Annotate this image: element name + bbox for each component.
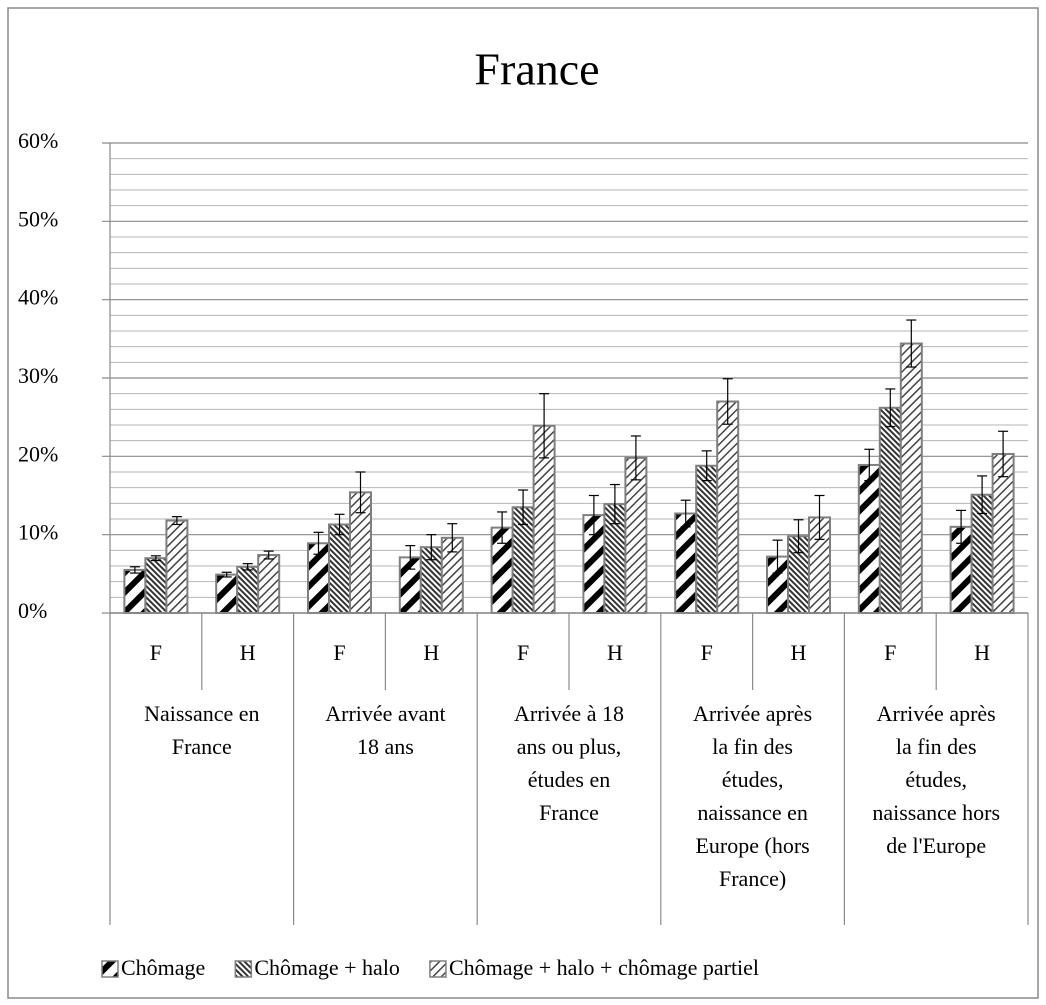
group-label: ans ou plus, — [517, 734, 622, 759]
bar — [857, 463, 881, 615]
x-tick-label: H — [974, 640, 990, 665]
y-tick-label: 50% — [18, 206, 58, 231]
bar — [624, 456, 648, 614]
x-tick-label: H — [607, 640, 623, 665]
group-label: la fin des — [712, 734, 793, 759]
bar — [991, 452, 1015, 614]
bar — [165, 519, 189, 614]
group-label: naissance hors — [872, 800, 1000, 825]
y-tick-label: 0% — [18, 598, 47, 623]
legend-swatch — [101, 960, 119, 978]
group-label: Arrivée après — [693, 701, 812, 726]
bar — [236, 565, 260, 614]
x-tick-label: F — [517, 640, 529, 665]
group-label: France) — [719, 866, 786, 891]
y-tick-label: 40% — [18, 285, 58, 310]
x-tick-label: H — [240, 640, 256, 665]
group-label: la fin des — [896, 734, 977, 759]
bar — [144, 557, 168, 615]
group-label: études en — [528, 767, 610, 792]
legend-swatch — [429, 960, 447, 978]
group-label: naissance en — [697, 800, 808, 825]
x-tick-label: H — [791, 640, 807, 665]
group-label: Arrivée à 18 — [514, 701, 624, 726]
x-tick-label: H — [423, 640, 439, 665]
x-tick-label: F — [701, 640, 713, 665]
group-label: de l'Europe — [886, 833, 986, 858]
bar — [878, 406, 902, 614]
y-tick-label: 10% — [18, 520, 58, 545]
bar — [695, 464, 719, 614]
x-tick-label: F — [150, 640, 162, 665]
group-label: études, — [722, 767, 784, 792]
x-tick-label: F — [884, 640, 896, 665]
legend-label: Chômage + halo — [254, 955, 400, 980]
chart-title: France — [474, 44, 599, 95]
group-label: France — [539, 800, 599, 825]
y-tick-label: 30% — [18, 363, 58, 388]
group-label: études, — [905, 767, 967, 792]
x-tick-label: F — [333, 640, 345, 665]
y-tick-label: 60% — [18, 128, 58, 153]
legend-label: Chômage + halo + chômage partiel — [449, 955, 759, 980]
bar — [899, 342, 923, 614]
bar — [257, 554, 281, 614]
legend-swatch — [234, 960, 253, 978]
group-label: Europe (hors — [695, 833, 809, 858]
group-label: France — [172, 734, 232, 759]
bar — [123, 568, 147, 615]
group-label: 18 ans — [357, 734, 414, 759]
group-label: Naissance en — [144, 701, 259, 726]
group-label: Arrivée avant — [325, 701, 445, 726]
bar — [328, 523, 351, 615]
bar — [716, 400, 740, 614]
y-tick-label: 20% — [18, 441, 58, 466]
bar — [674, 512, 698, 614]
bar — [215, 573, 239, 614]
legend-label: Chômage — [121, 955, 205, 980]
group-label: Arrivée après — [877, 701, 996, 726]
